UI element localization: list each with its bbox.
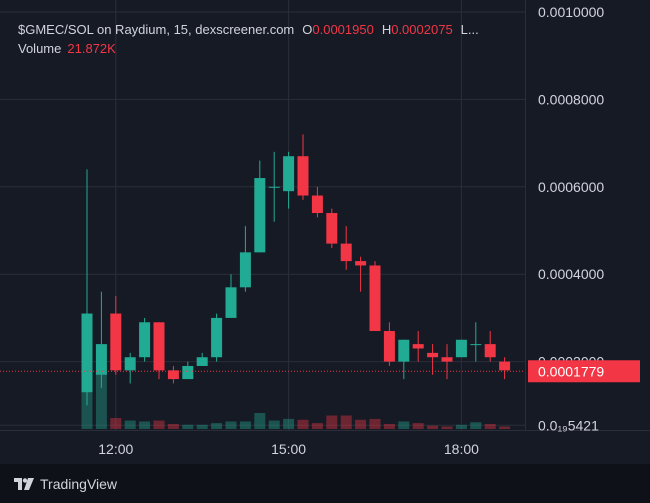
volume-bar [383,423,395,429]
volume-bar [355,419,367,429]
legend-open-value: 0.0001950 [312,22,374,37]
volume-bar [254,413,266,429]
volume-bar [412,423,424,429]
tradingview-logo[interactable]: TradingView [14,476,117,492]
legend-open-label: O [302,22,313,37]
volume-bar [239,421,251,429]
tradingview-brand: TradingView [40,475,118,492]
chart-legend: $GMEC/SOL on Raydium, 15, dexscreener.co… [18,22,479,37]
candle-body [254,178,266,253]
x-tick-label: 15:00 [271,441,306,457]
candle-body [484,344,496,358]
volume-bar [153,420,165,429]
candle-body [239,252,251,288]
volume-label: Volume [18,41,62,56]
candle-body [139,322,151,358]
candle-body [340,243,352,262]
candle-body [441,357,453,362]
candle-body [225,287,237,318]
legend-high-label: H [381,22,392,37]
volume-bar [124,420,136,429]
volume-bar [225,421,237,429]
legend-high-value: 0.0002075 [391,22,453,37]
candle-body [182,365,194,380]
legend-more: L... [460,22,479,37]
volume-bar [95,368,107,429]
volume-bar [484,423,496,429]
candle-body [470,344,482,346]
y-tick-label: 0.0010000 [538,4,604,20]
volume-bar [326,415,338,429]
candlestick-chart[interactable]: 0.0010000 0.0008000 0.0006000 0.0004000 0.00… [0,0,650,464]
volume-bar [499,426,511,429]
last-price-badge [528,360,640,383]
volume-bar [283,418,295,429]
volume-value: 21.872K [67,41,116,56]
candle-body [326,213,338,244]
candle-body [196,357,208,366]
volume-bar [441,426,453,429]
footer-bar: TradingView [0,464,650,503]
y-tick-label: 0.0006000 [538,179,604,195]
y-tick-label: 0.0004000 [538,266,604,282]
candle-body [398,339,410,362]
volume-bar [427,425,439,429]
candle-body [167,370,179,380]
volume-bar [297,419,309,429]
candle-body [211,317,223,358]
volume-bar [139,421,151,429]
legend-symbol-title: $GMEC/SOL on Raydium, 15, dexscreener.co… [18,22,295,37]
candle-body [81,313,93,393]
candle-body [283,156,295,192]
volume-bar [211,423,223,429]
candle-body [268,186,280,188]
y-tick-label: 0.0₁₉5421 [538,417,599,433]
y-tick-label: 0.0008000 [538,91,604,107]
candle-body [297,156,309,196]
x-tick-label: 18:00 [444,441,479,457]
candle-body [153,322,165,371]
volume-bar [369,418,381,429]
candle-body [427,352,439,358]
candle-body [412,344,424,349]
volume-bar [455,424,467,429]
x-tick-label: 12:00 [98,441,133,457]
candle-body [455,339,467,358]
candle-body [95,344,107,375]
volume-bar [340,415,352,429]
candle-body [355,261,367,266]
volume-bar [470,422,482,429]
volume-bar [268,420,280,429]
candle-body [110,313,122,371]
candle-body [499,361,511,371]
volume-bar [110,418,122,429]
candle-body [369,265,381,332]
volume-legend: Volume 21.872K [18,41,116,56]
volume-bar [398,421,410,429]
candle-body [383,331,395,362]
volume-bar [182,424,194,429]
volume-bar [196,424,208,429]
volume-bar [167,423,179,429]
volume-bar [311,423,323,429]
candle-body [124,357,136,371]
tradingview-icon [14,477,34,490]
last-price-label: 0.0001779 [538,363,604,379]
candle-body [311,195,323,214]
